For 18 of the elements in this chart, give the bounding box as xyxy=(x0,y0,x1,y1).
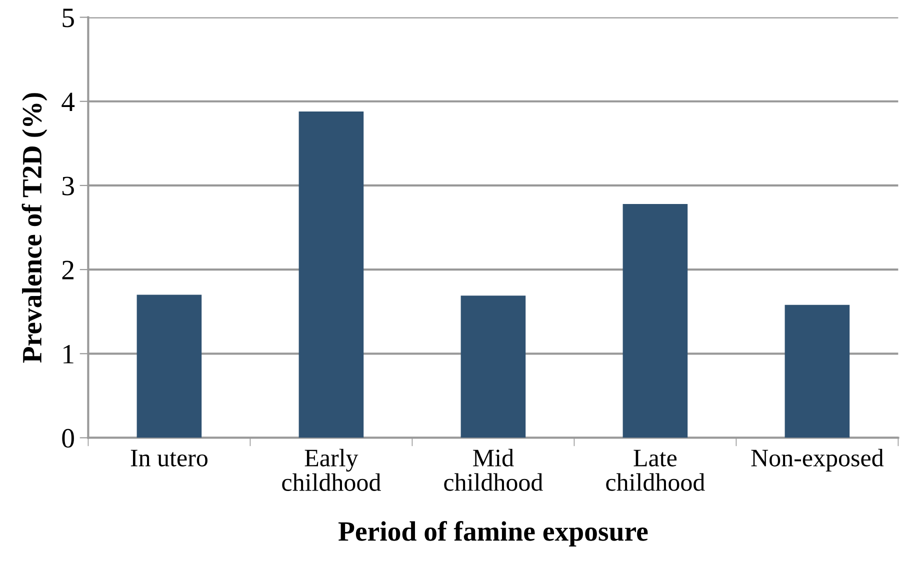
y-tick-label: 3 xyxy=(62,176,74,196)
y-tick-label: 4 xyxy=(62,92,75,112)
y-tick-label: 2 xyxy=(62,260,74,280)
x-tick-label: Non-exposed xyxy=(751,448,884,472)
x-tick-label: Early childhood xyxy=(282,448,381,491)
x-tick-label: Mid childhood xyxy=(444,448,543,491)
x-axis-title: Period of famine exposure xyxy=(338,521,648,546)
bar xyxy=(784,304,850,438)
y-tick-label: 1 xyxy=(64,344,74,364)
y-axis-title: Prevalence of T2D (%) xyxy=(22,93,48,363)
x-tick-label: In utero xyxy=(130,450,208,466)
bar xyxy=(136,294,202,438)
x-tick-label: Late childhood xyxy=(606,450,705,491)
bar xyxy=(622,204,688,438)
y-tick-label: 0 xyxy=(62,428,74,448)
y-tick-label: 5 xyxy=(62,8,74,28)
bar xyxy=(460,296,526,438)
bar xyxy=(298,111,364,438)
